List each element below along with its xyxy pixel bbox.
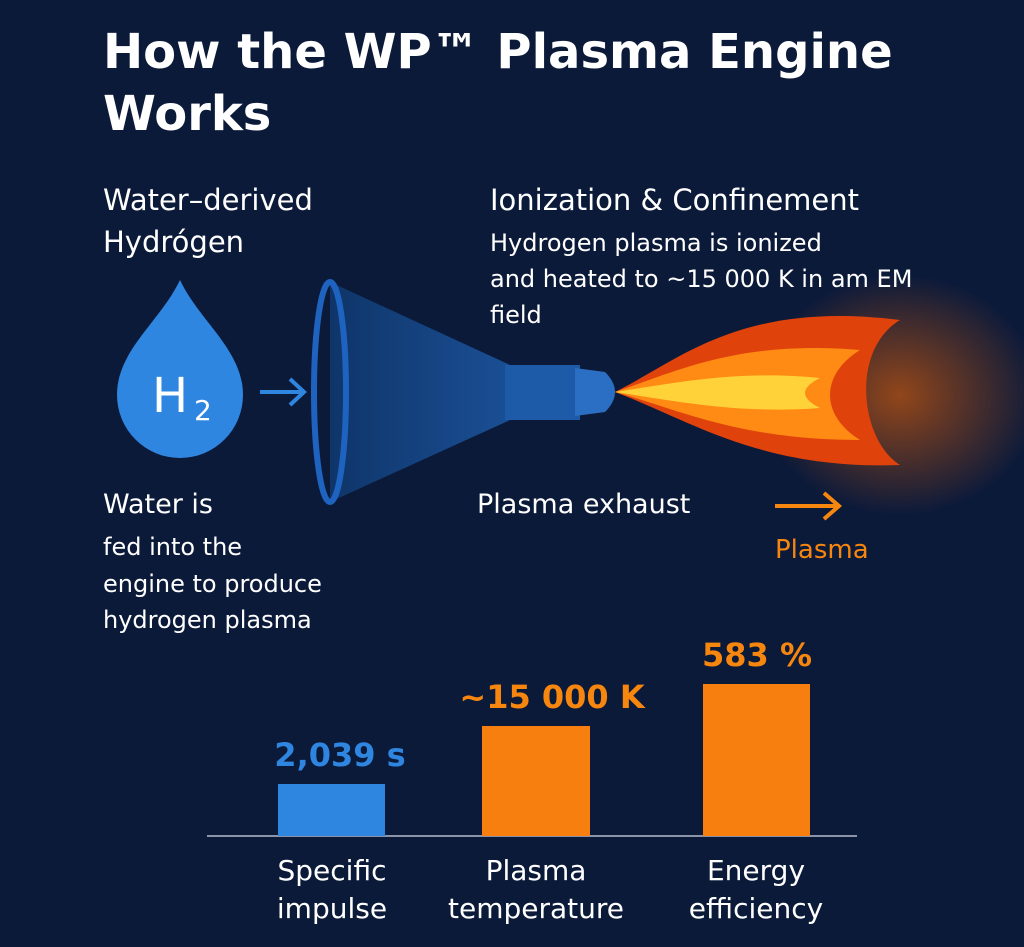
engine-cone <box>330 282 510 502</box>
title: Works <box>103 86 271 142</box>
metric-label: Energy <box>707 854 805 887</box>
title: How the WP™ Plasma Engine <box>103 24 893 80</box>
exhaust-label: Plasma exhaust <box>477 489 690 520</box>
metric-label: impulse <box>277 892 387 925</box>
metric-bar <box>278 784 385 836</box>
metric-label: efficiency <box>689 892 823 925</box>
input-caption: hydrogen plasma <box>103 606 312 634</box>
ionization-body: Hydrogen plasma is ionized <box>490 229 822 257</box>
exhaust-arrow <box>775 491 843 521</box>
feed-arrow <box>260 377 307 407</box>
exhaust-arrow-label: Plasma <box>775 535 869 565</box>
ionization-body: and heated to ~15 000 K in am EM <box>490 265 912 293</box>
water-drop <box>117 280 243 458</box>
metric-label: Plasma <box>486 854 587 887</box>
engine-inlet <box>311 279 349 505</box>
input-caption: fed into the <box>103 533 242 561</box>
input-heading: Hydrógen <box>103 225 244 259</box>
ionization-heading: Ionization & Confinement <box>490 183 859 217</box>
engine-chamber <box>505 365 580 420</box>
h2-symbol: H <box>152 368 188 424</box>
ionization-body: field <box>490 301 542 329</box>
metric-bar <box>703 684 810 836</box>
metric-bar <box>482 726 590 836</box>
engine-nozzle <box>575 368 615 416</box>
metric-value: 2,039 s <box>274 736 405 774</box>
metric-value: ~15 000 K <box>459 678 645 716</box>
input-heading: Water–derived <box>103 183 313 217</box>
flame-core <box>615 375 820 410</box>
metric-value: 583 % <box>702 636 812 674</box>
input-caption: Water is <box>103 489 213 520</box>
metric-label: Specific <box>278 854 387 887</box>
input-caption: engine to produce <box>103 570 322 598</box>
metric-label: temperature <box>448 892 624 925</box>
h2-subscript: 2 <box>194 394 212 427</box>
